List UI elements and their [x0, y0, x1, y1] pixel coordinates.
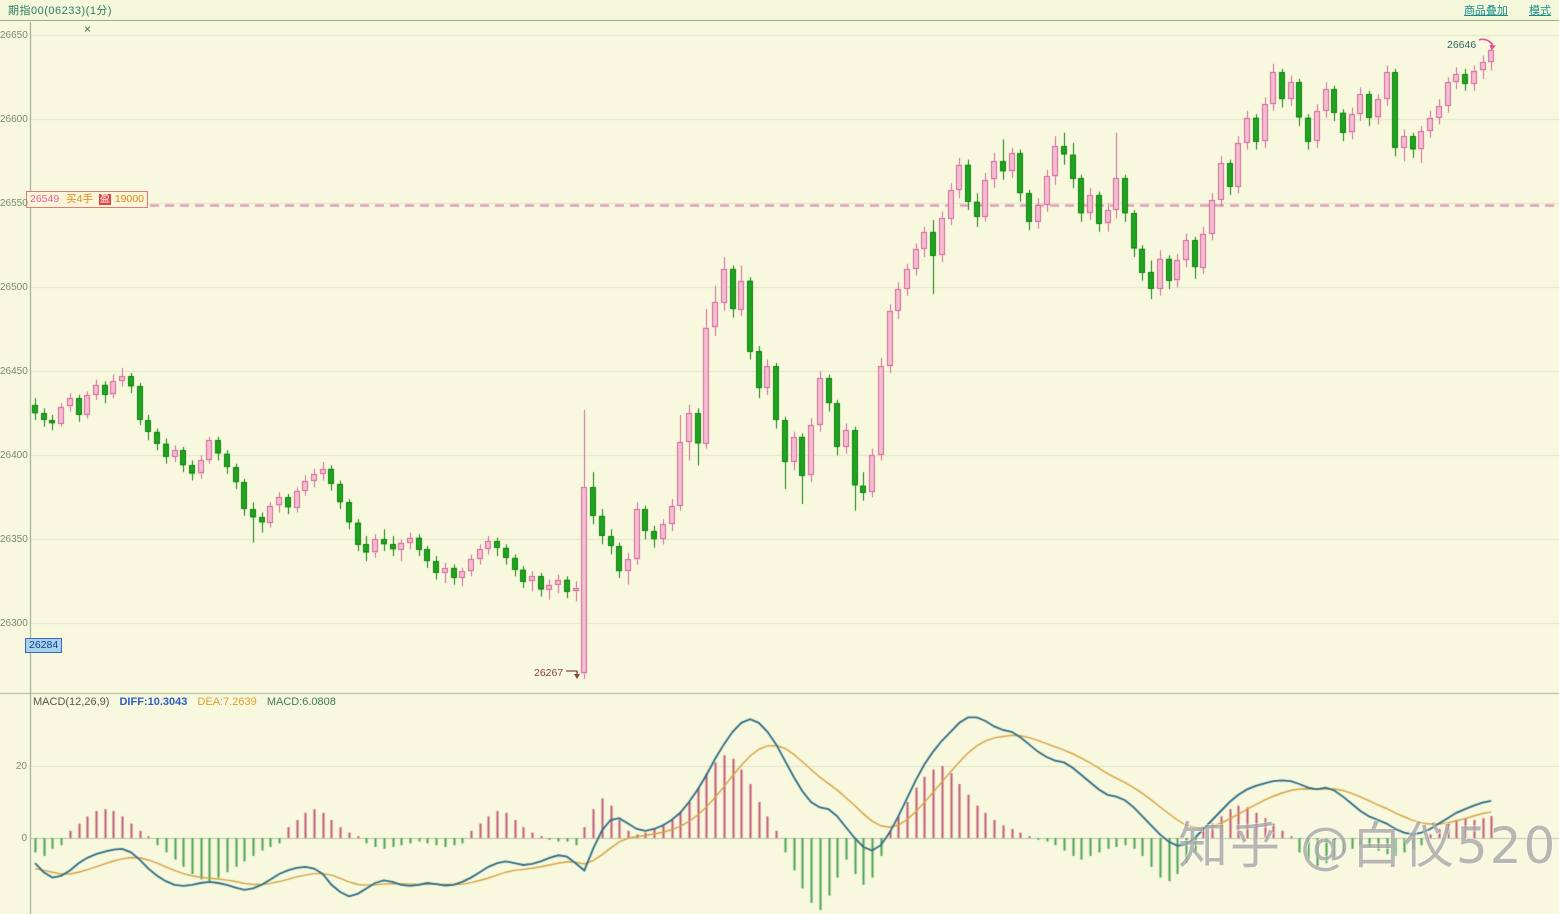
price-axis-label: 26500	[0, 281, 28, 293]
macd-dea-value: DEA:7.2639	[197, 696, 257, 708]
macd-axis-label: 20	[15, 760, 27, 772]
low-pointer-icon	[566, 670, 581, 679]
price-axis-label: 26300	[0, 617, 28, 629]
title-bar: 期指00(06233)(1分) 商品叠加 模式	[0, 0, 1559, 21]
macd-diff-value: DIFF:10.3043	[119, 696, 188, 708]
profit-value: 19000	[114, 193, 145, 205]
left-axis-price-tag: 26284	[25, 638, 63, 653]
mode-link[interactable]: 模式	[1529, 5, 1551, 17]
profit-tag: 盈	[98, 194, 111, 205]
latest-high-annotation: 26646	[1447, 37, 1498, 53]
price-axis-label: 26450	[0, 365, 28, 377]
macd-bar-value: MACD:6.0808	[266, 696, 336, 708]
crosshair-mark: ×	[84, 22, 92, 36]
price-axis-label: 26600	[0, 113, 28, 125]
entry-qty: 买4手	[66, 193, 93, 205]
macd-axis-label: 0	[21, 832, 27, 844]
instrument-title: 期指00(06233)(1分)	[8, 5, 113, 17]
entry-price: 26549	[30, 193, 60, 205]
session-low-annotation: 26267	[534, 666, 585, 680]
price-axis-label: 26650	[0, 29, 28, 41]
title-bar-links: 商品叠加 模式	[1446, 2, 1551, 18]
watermark: 知乎 @白仪520	[1178, 817, 1558, 875]
price-axis-label: 26550	[0, 197, 28, 209]
session-low-value: 26267	[534, 667, 564, 679]
position-entry-box[interactable]: 26549 买4手 盈 19000	[26, 191, 149, 208]
overlay-product-link[interactable]: 商品叠加	[1463, 5, 1508, 17]
price-axis-label: 26400	[0, 449, 28, 461]
high-pointer-icon	[1478, 38, 1497, 51]
macd-indicator-header[interactable]: MACD(12,26,9) DIFF:10.3043 DEA:7.2639 MA…	[33, 696, 336, 708]
price-axis-label: 26350	[0, 533, 28, 545]
latest-high-value: 26646	[1447, 39, 1477, 51]
macd-params-label: MACD(12,26,9)	[33, 696, 110, 708]
